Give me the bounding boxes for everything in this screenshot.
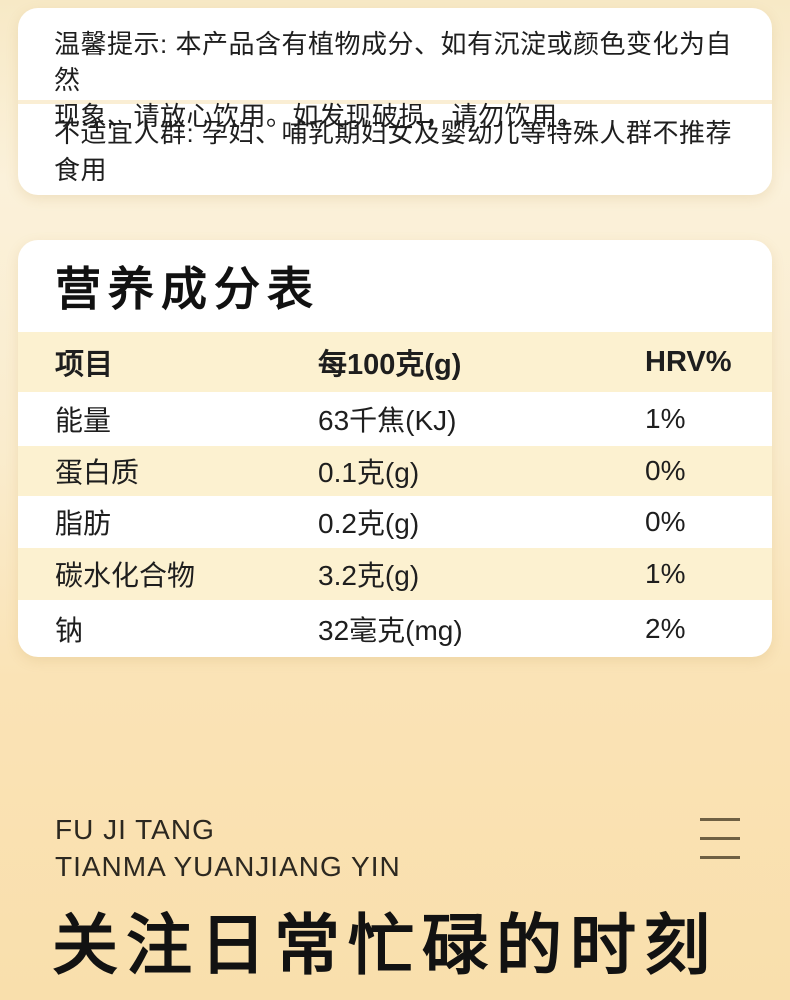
header-item: 项目 — [55, 349, 114, 381]
brand-line2: TIANMA YUANJIANG YIN — [55, 851, 401, 882]
nutrition-table-title: 营养成分表 — [55, 263, 320, 315]
row-per100g: 3.2克(g) — [318, 560, 420, 591]
table-row: 钠 32毫克(mg) 2% — [18, 600, 772, 657]
notice-card: 温馨提示: 本产品含有植物成分、如有沉淀或颜色变化为自然 现象、请放心饮用。如发… — [18, 8, 772, 195]
triple-line-decoration-icon — [700, 818, 740, 859]
row-hrv: 0% — [645, 455, 686, 486]
row-per100g: 32毫克(mg) — [318, 614, 463, 646]
row-hrv: 1% — [645, 403, 686, 434]
section-heading: 关注日常忙碌的时刻 — [52, 908, 718, 982]
row-per100g: 0.1克(g) — [318, 457, 420, 488]
header-per100g: 每100克(g) — [318, 349, 462, 381]
table-row: 能量 63千焦(KJ) 1% — [18, 392, 772, 446]
row-hrv: 1% — [645, 558, 686, 589]
row-item: 蛋白质 — [55, 457, 140, 488]
nutrition-table-header: 项目 每100克(g) HRV% — [18, 332, 772, 392]
warm-tip-text: 温馨提示: 本产品含有植物成分、如有沉淀或颜色变化为自然 现象、请放心饮用。如发… — [18, 8, 772, 131]
row-item: 脂肪 — [55, 508, 112, 539]
row-item: 能量 — [55, 405, 112, 436]
table-row: 碳水化合物 3.2克(g) 1% — [18, 548, 772, 600]
brand-line1: FU JI TANG — [55, 814, 215, 845]
warm-tip-line2: 现象、请放心饮用。如发现破损，请勿饮用。 — [54, 101, 585, 131]
row-item: 钠 — [55, 614, 84, 646]
header-hrv: HRV% — [645, 345, 732, 378]
row-per100g: 0.2克(g) — [318, 508, 420, 539]
row-per100g: 63千焦(KJ) — [318, 405, 457, 436]
row-hrv: 0% — [645, 506, 686, 537]
row-item: 碳水化合物 — [55, 560, 196, 591]
table-row: 蛋白质 0.1克(g) 0% — [18, 446, 772, 496]
notice-divider — [18, 100, 772, 104]
warm-tip-line1: 温馨提示: 本产品含有植物成分、如有沉淀或颜色变化为自然 — [54, 29, 732, 95]
brand-block: FU JI TANG TIANMA YUANJIANG YIN — [55, 811, 790, 885]
table-row: 脂肪 0.2克(g) 0% — [18, 496, 772, 548]
unsuitable-group-text: 不适宜人群: 孕妇、哺乳期妇女及婴幼儿等特殊人群不推荐食用 — [54, 117, 732, 185]
row-hrv: 2% — [645, 612, 686, 644]
nutrition-facts-card: 营养成分表 项目 每100克(g) HRV% 能量 63千焦(KJ) 1% 蛋白… — [18, 240, 772, 657]
